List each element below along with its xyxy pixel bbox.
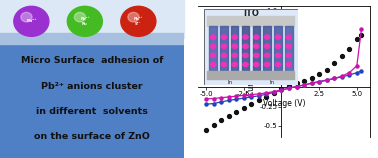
Text: Pb²⁺ anions cluster: Pb²⁺ anions cluster	[42, 82, 143, 91]
Circle shape	[14, 6, 49, 36]
Text: in different  solvents: in different solvents	[36, 107, 148, 116]
Bar	[0, 0, 184, 38]
Bar	[0, 35, 184, 158]
Bar	[0, 33, 184, 44]
Circle shape	[67, 6, 102, 36]
Y-axis label: Current (μA): Current (μA)	[248, 48, 257, 96]
Circle shape	[128, 12, 139, 22]
Circle shape	[121, 6, 156, 36]
X-axis label: Voltage (V): Voltage (V)	[263, 99, 306, 108]
Text: Micro Surface  adhesion of: Micro Surface adhesion of	[21, 56, 163, 65]
Text: Pb²⁺
Ru: Pb²⁺ Ru	[80, 17, 90, 26]
Text: on the surface of ZnO: on the surface of ZnO	[34, 132, 150, 141]
Circle shape	[21, 12, 32, 22]
Circle shape	[74, 12, 85, 22]
Text: Pb²⁺
S²⁻: Pb²⁺ S²⁻	[134, 17, 143, 26]
Text: Pb²⁺: Pb²⁺	[26, 19, 37, 23]
